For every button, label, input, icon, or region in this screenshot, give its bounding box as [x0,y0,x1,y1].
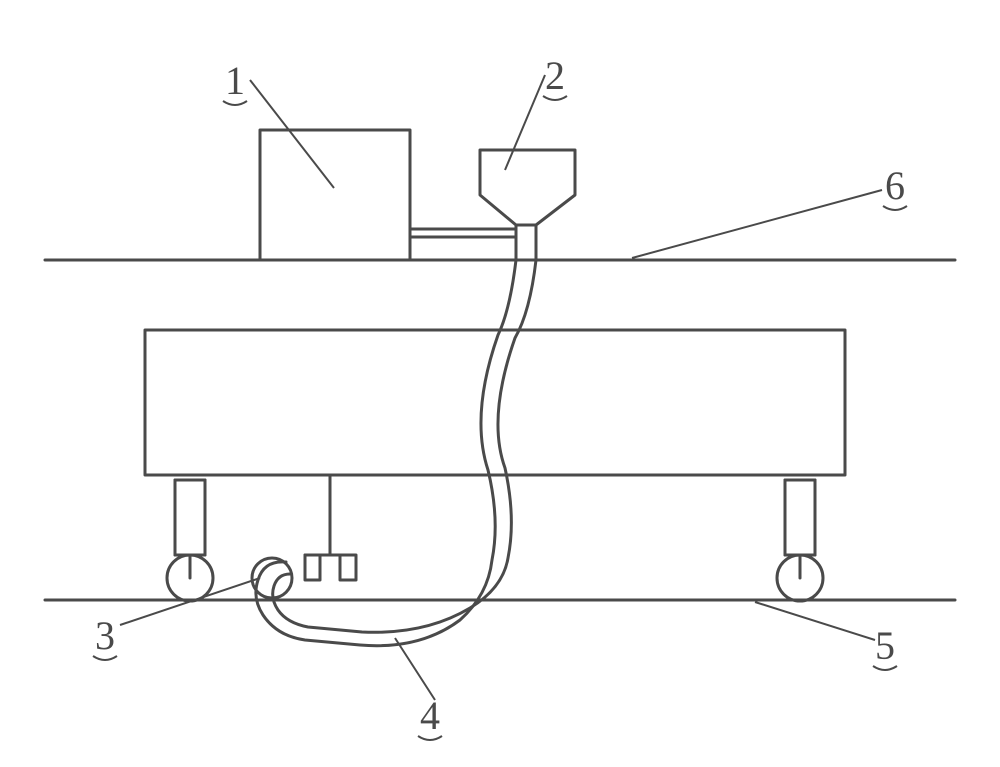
tee-foot-left [305,555,320,580]
label-l4: 4 [420,693,440,738]
leader-l1 [250,80,334,188]
label-l1: 1 [225,58,245,103]
label-l2: 2 [545,53,565,98]
leader-l4 [395,638,435,700]
tee-foot-right [340,555,356,580]
label-l5: 5 [875,623,895,668]
leader-l6 [632,190,882,258]
component-1-box [260,130,410,260]
hose-outer [256,225,516,646]
label-l3: 3 [95,613,115,658]
main-body-rect [145,330,845,475]
leader-l5 [755,602,875,640]
label-l6: 6 [885,163,905,208]
hose-inner [273,225,536,632]
leader-l2 [505,75,545,170]
component-2-hopper [480,150,575,225]
